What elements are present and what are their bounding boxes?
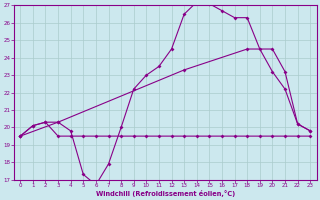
X-axis label: Windchill (Refroidissement éolien,°C): Windchill (Refroidissement éolien,°C) <box>96 190 235 197</box>
